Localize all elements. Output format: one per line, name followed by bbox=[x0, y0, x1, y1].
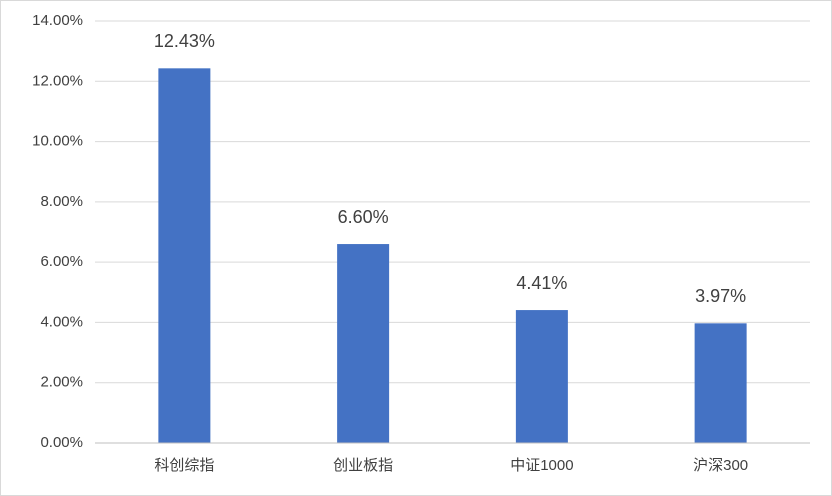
x-tick-label: 中证1000 bbox=[510, 457, 573, 474]
x-tick-label: 创业板指 bbox=[333, 456, 393, 474]
y-tick-label: 0.00% bbox=[40, 434, 83, 451]
x-tick-label: 科创综指 bbox=[154, 457, 214, 474]
data-label: 3.97% bbox=[695, 286, 746, 306]
bar bbox=[158, 68, 211, 444]
y-tick-label: 10.00% bbox=[32, 133, 83, 150]
data-label: 4.41% bbox=[516, 273, 567, 293]
y-tick-label: 2.00% bbox=[40, 374, 83, 391]
x-tick-label: 沪深300 bbox=[693, 457, 748, 474]
bar bbox=[694, 323, 747, 443]
data-label: 12.43% bbox=[154, 31, 215, 51]
y-tick-label: 14.00% bbox=[32, 12, 83, 29]
y-tick-label: 4.00% bbox=[40, 313, 83, 330]
y-tick-label: 12.00% bbox=[32, 72, 83, 89]
data-label: 6.60% bbox=[338, 207, 389, 227]
bar bbox=[337, 244, 390, 443]
y-tick-label: 8.00% bbox=[40, 193, 83, 210]
bar bbox=[515, 310, 568, 443]
y-tick-label: 6.00% bbox=[40, 253, 83, 270]
